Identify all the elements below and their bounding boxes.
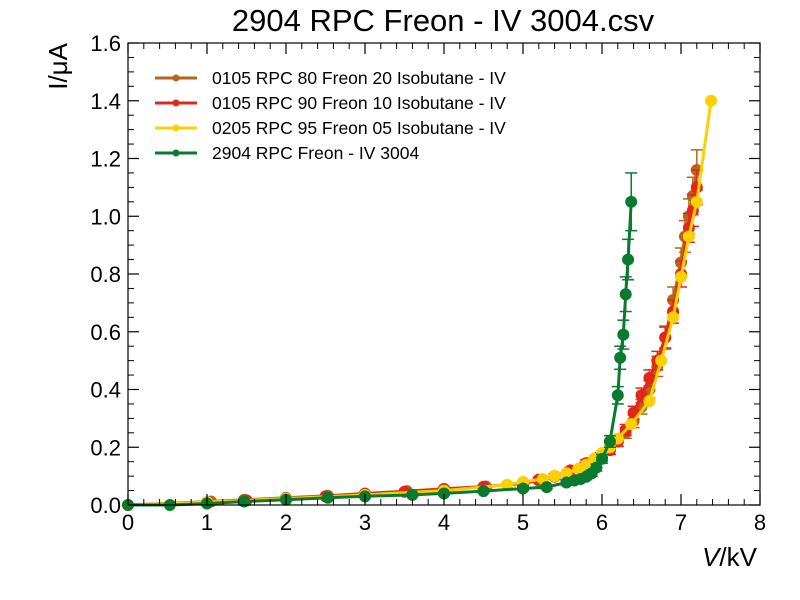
data-point — [540, 481, 553, 494]
series-2 — [122, 169, 703, 511]
y-tick-label: 0.2 — [90, 435, 121, 460]
x-tick-label: 0 — [122, 510, 134, 535]
x-tick-label: 8 — [754, 510, 766, 535]
y-tick-label: 0.8 — [90, 262, 121, 287]
data-point — [501, 478, 514, 491]
legend-swatch-marker — [172, 99, 180, 107]
legend-swatch-marker — [172, 124, 180, 132]
chart-title: 2904 RPC Freon - IV 3004.csv — [232, 3, 655, 38]
x-axis-label-variable: V — [702, 542, 722, 572]
series-line — [128, 201, 633, 507]
data-point — [690, 195, 703, 208]
y-tick-label: 0.6 — [90, 320, 121, 345]
data-point — [603, 435, 616, 448]
data-point — [655, 354, 668, 367]
y-tick-label: 1.2 — [90, 147, 121, 172]
legend-label: 0105 RPC 80 Freon 20 Isobutane - IV — [212, 68, 506, 88]
data-point — [705, 94, 718, 107]
data-point — [560, 467, 573, 480]
legend-swatch-marker — [172, 74, 180, 82]
plot-frame — [127, 42, 761, 506]
data-point — [625, 195, 638, 208]
data-point — [517, 482, 529, 495]
data-point — [667, 311, 680, 324]
data-point — [622, 253, 635, 266]
legend-label: 0205 RPC 95 Freon 05 Isobutane - IV — [212, 118, 506, 138]
x-tick-label: 3 — [359, 510, 371, 535]
data-point — [617, 328, 630, 341]
y-tick-label: 1.6 — [90, 31, 121, 56]
data-point — [238, 495, 251, 508]
x-tick-label: 4 — [438, 510, 450, 535]
data-point — [438, 487, 450, 500]
x-axis-label: V/kV — [702, 542, 758, 572]
y-axis-label: I/μA — [43, 42, 73, 89]
x-tick-label: 7 — [675, 510, 687, 535]
data-point — [596, 452, 608, 465]
series-1 — [122, 149, 703, 511]
legend-swatch-marker — [172, 149, 180, 157]
data-point — [643, 371, 656, 384]
x-tick-label: 1 — [201, 510, 213, 535]
data-point — [590, 461, 603, 474]
data-point — [675, 270, 687, 283]
data-point — [619, 288, 632, 301]
series-4 — [122, 172, 638, 511]
x-tick-label: 2 — [280, 510, 292, 535]
data-point — [625, 418, 638, 431]
x-axis-label-unit: /kV — [719, 542, 757, 572]
legend-label: 0105 RPC 90 Freon 10 Isobutane - IV — [212, 93, 506, 113]
data-point — [614, 351, 627, 364]
y-tick-label: 1.0 — [90, 204, 121, 229]
data-point — [611, 389, 624, 402]
legend-label: 2904 RPC Freon - IV 3004 — [212, 143, 419, 163]
y-tick-label: 1.4 — [90, 89, 121, 114]
data-point — [406, 488, 419, 501]
tick-layer: 0 1 2 3 4 5 6 7 8 0.0 0.2 0.4 0.6 0.8 1.0 1.2 1.4 1.6 — [90, 31, 766, 535]
series-line — [127, 187, 699, 507]
y-tick-label: 0.4 — [90, 378, 121, 403]
series-layer — [122, 94, 718, 511]
data-point — [682, 230, 695, 243]
legend: 0105 RPC 80 Freon 20 Isobutane - IV 0105 … — [155, 68, 506, 163]
data-point — [548, 470, 561, 483]
x-tick-label: 6 — [596, 510, 608, 535]
y-tick-label: 0.0 — [90, 493, 121, 518]
data-point — [321, 491, 334, 504]
data-point — [643, 395, 656, 408]
x-tick-label: 5 — [517, 510, 529, 535]
data-point — [477, 485, 490, 498]
